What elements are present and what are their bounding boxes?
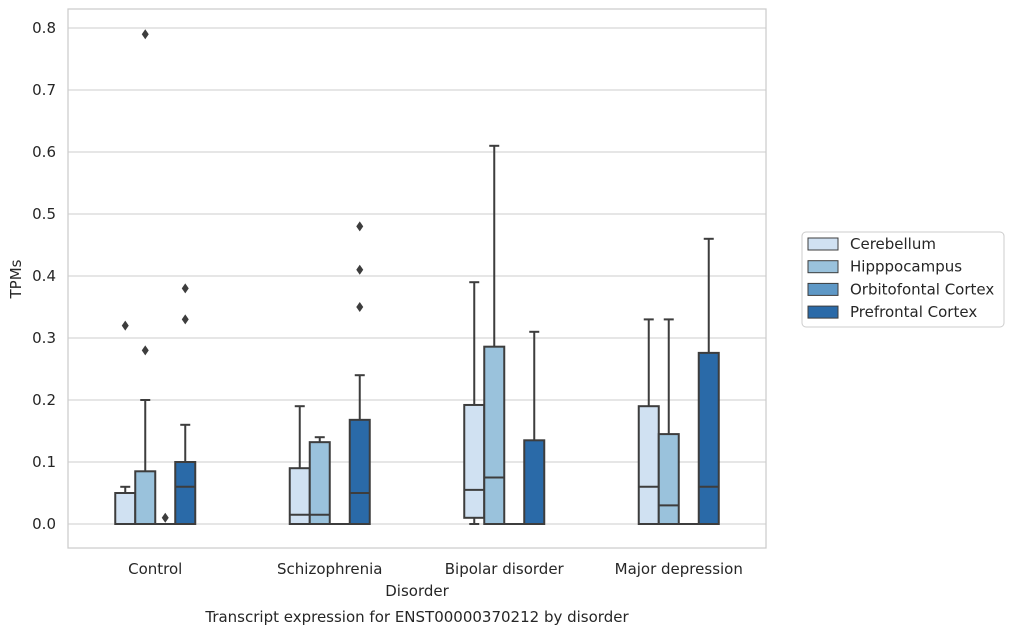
x-axis-tick-labels: Control Schizophrenia Bipolar disorder Majo… bbox=[128, 560, 743, 578]
box-cerebellum bbox=[114, 320, 137, 525]
legend-swatch bbox=[807, 260, 839, 274]
y-tick-label: 0.6 bbox=[32, 143, 56, 161]
box-prefrontal-cortex bbox=[348, 221, 371, 525]
box-iqr bbox=[523, 439, 546, 525]
legend-item: Prefrontal Cortex bbox=[807, 303, 977, 321]
box-hipppocampus bbox=[657, 318, 680, 526]
outlier-point bbox=[161, 512, 169, 523]
legend-item: Cerebellum bbox=[807, 235, 936, 253]
outlier-point bbox=[141, 345, 149, 356]
legend-swatch bbox=[807, 305, 839, 319]
outlier-point bbox=[356, 302, 364, 312]
x-tick-label: Control bbox=[128, 560, 182, 578]
legend-label: Hipppocampus bbox=[850, 258, 962, 276]
outlier-point bbox=[141, 29, 149, 40]
outlier-point bbox=[181, 283, 189, 294]
y-tick-label: 0.5 bbox=[32, 205, 56, 223]
legend-label: Cerebellum bbox=[850, 235, 936, 253]
legend-swatch bbox=[807, 282, 839, 296]
x-axis-label: Disorder bbox=[385, 582, 449, 600]
y-tick-label: 0.4 bbox=[32, 267, 56, 285]
box-iqr bbox=[308, 441, 331, 525]
box-iqr bbox=[483, 345, 506, 525]
box-iqr bbox=[463, 403, 486, 519]
box-prefrontal-cortex bbox=[697, 237, 720, 525]
y-tick-label: 0.3 bbox=[32, 329, 56, 347]
box-iqr bbox=[174, 461, 197, 525]
box-cerebellum bbox=[463, 281, 486, 525]
chart-caption: Transcript expression for ENST0000037021… bbox=[204, 608, 629, 626]
y-axis-label: TPMs bbox=[7, 259, 25, 299]
legend-swatch bbox=[807, 237, 839, 251]
legend-label: Orbitofontal Cortex bbox=[850, 280, 994, 298]
y-axis-tick-labels: 0.0 0.1 0.2 0.3 0.4 0.5 0.6 0.7 0.8 bbox=[32, 19, 56, 533]
box-hipppocampus bbox=[308, 436, 331, 525]
y-tick-label: 0.0 bbox=[32, 515, 56, 533]
x-tick-label: Bipolar disorder bbox=[445, 560, 565, 578]
box-cerebellum bbox=[288, 405, 311, 526]
outlier-point bbox=[356, 264, 364, 275]
box-prefrontal-cortex bbox=[174, 283, 197, 525]
box-iqr bbox=[114, 492, 137, 525]
outlier-point bbox=[181, 314, 189, 325]
box-orbitofontal-cortex bbox=[155, 512, 176, 525]
legend: Cerebellum Hipppocampus Orbitofontal Corte… bbox=[801, 231, 1005, 328]
box-iqr bbox=[637, 405, 660, 526]
y-tick-label: 0.7 bbox=[32, 81, 56, 99]
outlier-point bbox=[356, 221, 364, 232]
y-tick-label: 0.1 bbox=[32, 453, 56, 471]
legend-frame bbox=[801, 231, 1005, 328]
legend-label: Prefrontal Cortex bbox=[850, 303, 977, 321]
box-hipppocampus bbox=[134, 29, 157, 525]
box-hipppocampus bbox=[483, 144, 506, 525]
x-tick-label: Major depression bbox=[615, 560, 743, 578]
outlier-point bbox=[121, 320, 129, 331]
box-iqr bbox=[697, 351, 720, 525]
box-iqr bbox=[134, 470, 157, 525]
plot-area-frame bbox=[67, 8, 767, 549]
box-cerebellum bbox=[637, 318, 660, 526]
box-plot-series bbox=[114, 29, 720, 526]
legend-item: Orbitofontal Cortex bbox=[807, 280, 994, 298]
x-tick-label: Schizophrenia bbox=[277, 560, 382, 578]
y-tick-label: 0.8 bbox=[32, 19, 56, 37]
box-iqr bbox=[657, 433, 680, 526]
legend-item: Hipppocampus bbox=[807, 258, 962, 276]
y-tick-label: 0.2 bbox=[32, 391, 56, 409]
box-prefrontal-cortex bbox=[523, 330, 546, 525]
box-iqr bbox=[348, 418, 371, 525]
